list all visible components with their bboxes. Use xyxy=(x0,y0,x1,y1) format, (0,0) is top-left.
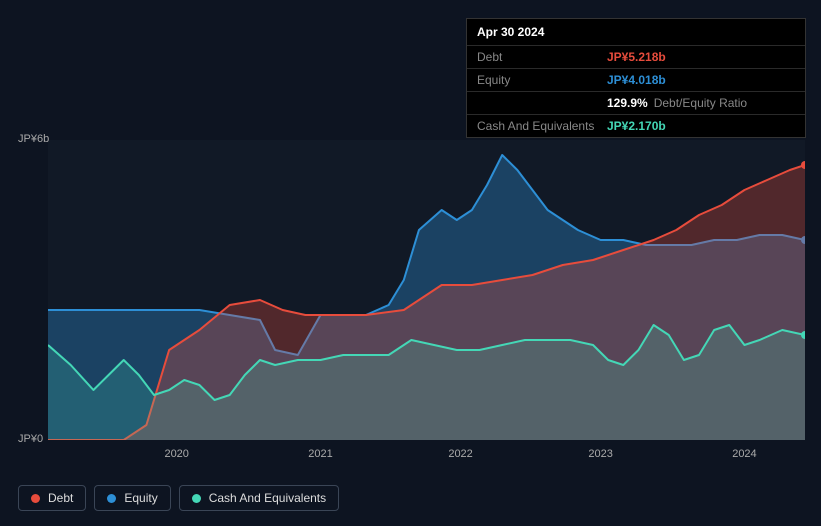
legend-swatch xyxy=(192,494,201,503)
legend-label: Debt xyxy=(48,491,73,505)
tooltip-row: Cash And EquivalentsJP¥2.170b xyxy=(467,115,805,137)
legend-swatch xyxy=(107,494,116,503)
tooltip-row-label: Debt xyxy=(477,50,607,64)
tooltip-date: Apr 30 2024 xyxy=(467,19,805,46)
tooltip-row: DebtJP¥5.218b xyxy=(467,46,805,69)
chart-container: JP¥6b JP¥0 2020 2021 2022 2023 2024 Apr 30 20… xyxy=(0,0,821,526)
tooltip-row-value: JP¥2.170b xyxy=(607,119,666,133)
chart-tooltip: Apr 30 2024 DebtJP¥5.218bEquityJP¥4.018b… xyxy=(466,18,806,138)
x-axis-label: 2023 xyxy=(588,448,612,460)
chart-legend: Debt Equity Cash And Equivalents xyxy=(18,485,339,511)
tooltip-row-label: Equity xyxy=(477,73,607,87)
tooltip-row-label xyxy=(477,96,607,110)
y-axis-label: JP¥0 xyxy=(18,433,43,445)
tooltip-row-value: JP¥4.018b xyxy=(607,73,666,87)
legend-item-equity[interactable]: Equity xyxy=(94,485,170,511)
tooltip-row-label: Cash And Equivalents xyxy=(477,119,607,133)
legend-label: Equity xyxy=(124,491,157,505)
y-axis-label: JP¥6b xyxy=(18,133,49,145)
x-axis-label: 2020 xyxy=(164,448,188,460)
x-axis-label: 2024 xyxy=(732,448,756,460)
x-axis-label: 2022 xyxy=(448,448,472,460)
legend-label: Cash And Equivalents xyxy=(209,491,326,505)
legend-swatch xyxy=(31,494,40,503)
chart-svg xyxy=(48,140,805,440)
legend-item-debt[interactable]: Debt xyxy=(18,485,86,511)
tooltip-row-value: JP¥5.218b xyxy=(607,50,666,64)
tooltip-row-value: 129.9%Debt/Equity Ratio xyxy=(607,96,747,110)
tooltip-ratio-label: Debt/Equity Ratio xyxy=(654,96,747,110)
tooltip-row: 129.9%Debt/Equity Ratio xyxy=(467,92,805,115)
x-axis-label: 2021 xyxy=(308,448,332,460)
tooltip-row: EquityJP¥4.018b xyxy=(467,69,805,92)
legend-item-cash-and-equivalents[interactable]: Cash And Equivalents xyxy=(179,485,339,511)
